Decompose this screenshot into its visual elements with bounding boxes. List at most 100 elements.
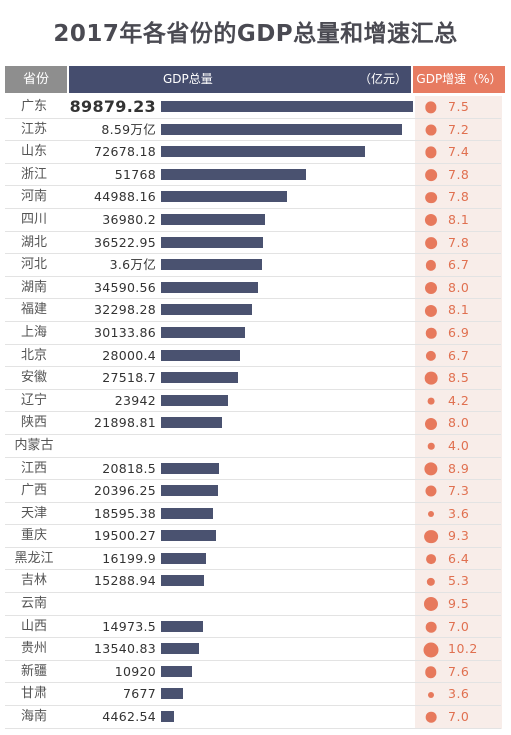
gdp-value-label xyxy=(66,435,156,458)
gdp-value-label: 23942 xyxy=(114,392,156,408)
growth-value-label: 7.0 xyxy=(448,709,470,725)
gdp-bar xyxy=(161,643,199,655)
gdp-bar xyxy=(161,146,365,158)
province-label: 福建 xyxy=(20,302,47,318)
table-row: 江苏 8.59万亿 7.2 xyxy=(0,118,511,142)
growth-value-label: 5.3 xyxy=(448,573,470,589)
table-row: 黑龙江 16199.9 6.4 xyxy=(0,547,511,571)
gdp-bar xyxy=(161,372,239,384)
gdp-value-label: 51768 xyxy=(114,166,156,182)
gdp-bar xyxy=(161,213,265,225)
gdp-bar xyxy=(161,191,288,203)
gdp-bar xyxy=(161,485,219,497)
gdp-bar xyxy=(161,530,216,542)
table-row: 重庆 19500.27 9.3 xyxy=(0,525,511,548)
table-row: 天津 18595.38 3.6 xyxy=(0,502,511,526)
growth-cell-bg xyxy=(415,118,502,142)
row-divider xyxy=(5,546,501,548)
growth-value-label: 7.5 xyxy=(448,99,470,114)
province-label: 河南 xyxy=(20,189,47,205)
gdp-bar xyxy=(161,123,402,135)
province-label: 湖北 xyxy=(20,234,47,250)
growth-value-label: 7.2 xyxy=(448,121,470,137)
province-label: 内蒙古 xyxy=(14,437,54,453)
row-divider xyxy=(5,230,501,232)
row-divider xyxy=(5,366,501,368)
gdp-bar xyxy=(161,665,192,677)
table-row: 湖南 34590.56 8.0 xyxy=(0,276,511,300)
gdp-bar xyxy=(161,168,307,180)
growth-dot xyxy=(424,529,438,544)
row-divider xyxy=(5,117,501,119)
growth-cell-bg xyxy=(415,502,502,526)
row-divider xyxy=(5,411,501,413)
growth-cell-bg xyxy=(415,231,502,255)
growth-cell-bg xyxy=(415,683,502,707)
growth-dot xyxy=(427,442,435,450)
growth-dot xyxy=(423,642,439,658)
growth-value-label: 8.5 xyxy=(448,370,470,386)
gdp-value-label: 19500.27 xyxy=(93,528,156,544)
row-divider xyxy=(5,320,501,322)
province-label: 山东 xyxy=(20,144,47,160)
province-label: 新疆 xyxy=(20,663,47,679)
growth-value-label: 3.6 xyxy=(448,505,470,521)
gdp-bar xyxy=(161,711,174,723)
row-divider xyxy=(5,705,501,707)
gdp-value-label: 16199.9 xyxy=(102,550,156,566)
table-row: 山东 72678.18 7.4 xyxy=(0,141,511,164)
province-label: 黑龙江 xyxy=(14,550,54,566)
table-row: 四川 36980.2 8.1 xyxy=(0,208,511,232)
province-label: 吉林 xyxy=(20,573,47,589)
chart-title: 2017年各省份的GDP总量和增速汇总 xyxy=(53,21,458,47)
gdp-bar xyxy=(161,326,246,338)
growth-dot xyxy=(425,124,437,136)
gdp-value-label: 28000.4 xyxy=(102,347,156,363)
gdp-value-label: 72678.18 xyxy=(93,144,156,160)
gdp-value-label: 27518.7 xyxy=(102,370,156,386)
gdp-value-label: 36980.2 xyxy=(102,211,156,227)
province-label: 四川 xyxy=(20,211,47,227)
growth-cell-bg xyxy=(415,208,502,232)
growth-cell-bg xyxy=(415,321,502,345)
growth-cell-bg xyxy=(415,570,502,594)
growth-dot xyxy=(424,214,438,227)
growth-value-label: 8.0 xyxy=(448,415,470,431)
growth-dot xyxy=(426,554,436,565)
growth-value-label: 7.4 xyxy=(448,144,470,160)
growth-dot xyxy=(425,327,437,339)
table-row: 吉林 15288.94 5.3 xyxy=(0,570,511,594)
table-row: 浙江 51768 7.8 xyxy=(0,163,511,187)
province-label: 江西 xyxy=(20,460,47,476)
header-gdp-unit: （亿元） xyxy=(358,72,407,86)
row-divider xyxy=(5,298,501,300)
table-row: 海南 4462.54 7.0 xyxy=(0,706,511,729)
province-label: 安徽 xyxy=(20,370,47,386)
province-label: 河北 xyxy=(20,257,47,273)
growth-value-label: 7.6 xyxy=(448,663,470,679)
header-province: 省份 xyxy=(5,66,67,93)
table-row: 陕西 21898.81 8.0 xyxy=(0,412,511,435)
gdp-value-label: 20396.25 xyxy=(93,483,156,499)
growth-dot xyxy=(425,666,437,678)
province-label: 山西 xyxy=(20,618,47,634)
gdp-bar xyxy=(161,349,240,361)
growth-cell-bg xyxy=(415,276,502,300)
gdp-value-label: 89879.23 xyxy=(69,97,156,116)
table-row: 云南 9.5 xyxy=(0,593,511,616)
gdp-value-label: 30133.86 xyxy=(93,324,156,340)
growth-dot xyxy=(425,621,437,633)
growth-value-label: 7.8 xyxy=(448,234,470,250)
row-divider xyxy=(5,614,501,616)
table-row: 内蒙古 4.0 xyxy=(0,434,511,458)
gdp-bar xyxy=(161,259,262,271)
growth-value-label: 6.9 xyxy=(448,324,470,340)
gdp-bar xyxy=(161,394,229,406)
province-label: 浙江 xyxy=(20,166,47,182)
growth-cell-bg xyxy=(415,547,502,571)
table-row: 广西 20396.25 7.3 xyxy=(0,480,511,503)
gdp-bar xyxy=(161,304,252,316)
gdp-value-label: 8.59万亿 xyxy=(101,121,156,137)
gdp-bar xyxy=(161,281,258,293)
growth-dot xyxy=(425,485,437,497)
